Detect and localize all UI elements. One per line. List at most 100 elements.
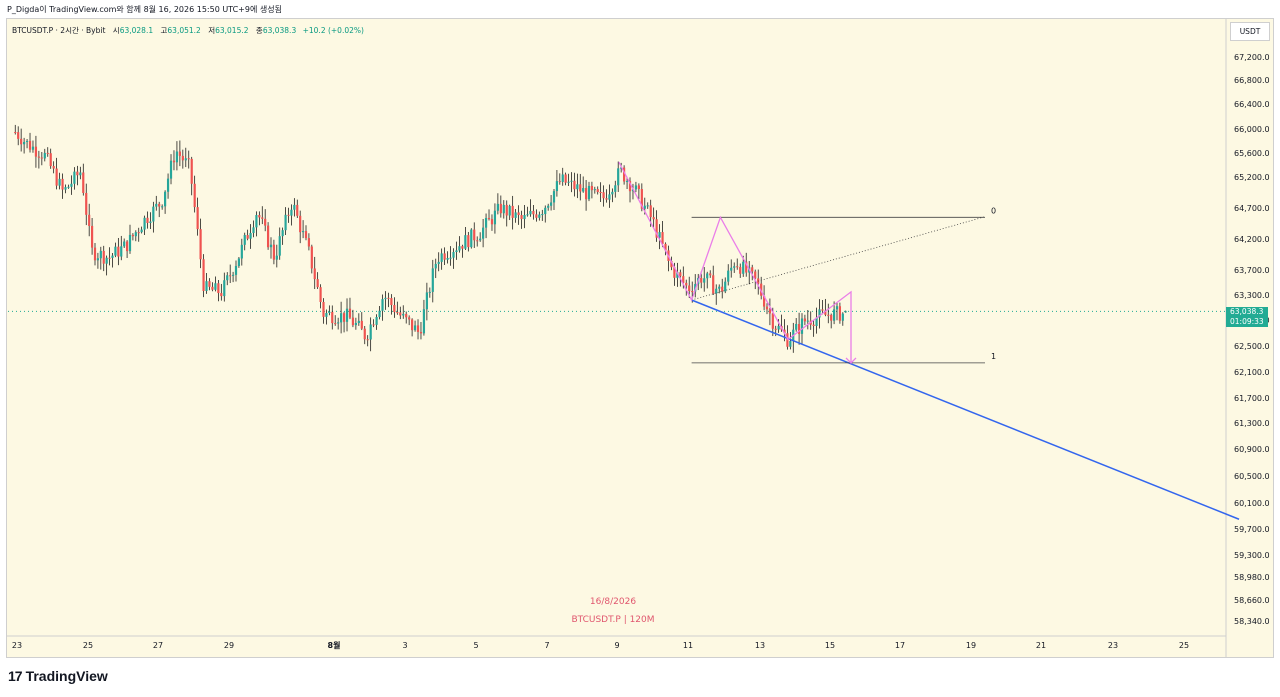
candle-body [293, 204, 296, 210]
candle-body [117, 246, 120, 257]
candle-body [258, 215, 261, 218]
candle-body [467, 235, 470, 248]
candle-body [31, 146, 35, 150]
chart-area[interactable] [6, 18, 1274, 658]
candle-body [255, 215, 258, 228]
y-tick-label: 59,700.0 [1234, 525, 1270, 534]
candle-body [736, 266, 739, 268]
candle-body [246, 235, 249, 239]
candle-body [718, 286, 721, 289]
currency-button[interactable]: USDT [1230, 22, 1270, 41]
candle-body [625, 180, 629, 182]
candle-body [658, 232, 661, 238]
candle-body [544, 207, 547, 215]
candle-body [661, 232, 664, 244]
candle-body [464, 235, 467, 249]
candle-body [328, 311, 331, 313]
candle-body [223, 280, 226, 297]
candle-body [640, 189, 643, 209]
candle-body [76, 171, 79, 176]
projection-dotted-line[interactable] [691, 216, 986, 301]
candle-body [37, 156, 40, 158]
tradingview-brand[interactable]: 17 TradingView [8, 668, 108, 684]
candle-body [670, 260, 673, 268]
candle-body [43, 152, 46, 159]
candle-body [85, 192, 88, 215]
y-tick-label: 60,100.0 [1234, 499, 1270, 508]
candle-body [434, 263, 437, 269]
y-tick-label: 66,800.0 [1234, 76, 1270, 85]
candle-body [211, 286, 214, 290]
candle-body [393, 305, 396, 313]
candle-body [815, 317, 818, 326]
candle-body [611, 191, 614, 195]
watermark-date: 16/8/2026 [589, 597, 637, 607]
candle-body [484, 217, 488, 228]
candle-body [405, 313, 408, 318]
candle-body [123, 241, 126, 247]
candle-body [34, 146, 38, 157]
candle-body [67, 186, 70, 188]
candle-body [14, 132, 17, 133]
candle-body [783, 329, 786, 334]
candle-body [363, 328, 366, 340]
candle-body [269, 244, 273, 248]
candle-body [111, 255, 114, 258]
candle-body [96, 258, 100, 261]
candle-body [137, 232, 140, 234]
candle-body [313, 268, 316, 280]
candle-body [762, 295, 766, 307]
candle-body [768, 309, 772, 314]
last-candle-body [844, 311, 847, 313]
close-label: 종 [255, 26, 263, 35]
candle-body [614, 185, 617, 192]
candle-body [40, 157, 43, 159]
candle-body [499, 203, 502, 214]
candle-body [237, 258, 241, 266]
y-tick-label: 64,200.0 [1234, 235, 1270, 244]
candle-body [449, 257, 452, 259]
candle-body [334, 323, 337, 325]
candle-body [93, 247, 97, 261]
x-tick-label: 25 [83, 641, 93, 650]
fib-level-label: 1 [991, 352, 996, 361]
candle-body [620, 167, 623, 169]
candle-body [482, 227, 485, 239]
candle-body [240, 244, 243, 259]
symbol-name[interactable]: BTCUSDT.P · 2시간 · Bybit [12, 26, 106, 35]
candle-body [765, 306, 769, 310]
candle-body [125, 241, 129, 252]
candle-body [425, 292, 428, 310]
candle-body [281, 230, 284, 237]
candle-body [511, 205, 514, 218]
candle-body [706, 273, 709, 279]
candle-body [378, 310, 381, 318]
candle-body [114, 246, 117, 256]
candle-body [838, 306, 842, 321]
candle-body [79, 172, 82, 176]
candle-body [284, 214, 287, 231]
brand-name: TradingView [25, 668, 108, 684]
candle-body [99, 250, 102, 259]
candle-body [381, 299, 384, 311]
harmonic-pattern[interactable] [618, 161, 852, 363]
candle-body [476, 240, 479, 242]
candle-body [214, 283, 217, 290]
candle-body [149, 221, 152, 223]
y-tick-label: 63,700.0 [1234, 266, 1270, 275]
candle-body [287, 214, 290, 216]
y-tick-label: 62,100.0 [1234, 368, 1270, 377]
candle-body [199, 229, 202, 260]
change-value: +10.2 (+0.02%) [302, 26, 364, 35]
candle-body [408, 317, 411, 320]
x-tick-label: 7 [544, 641, 549, 650]
candle-body [526, 214, 529, 216]
candle-body [582, 188, 585, 192]
candle-body [49, 153, 52, 167]
candle-body [643, 205, 646, 209]
candle-body [797, 323, 801, 334]
candle-body [234, 265, 238, 275]
trend-line[interactable] [691, 299, 1240, 520]
high-value: 63,051.2 [167, 26, 201, 35]
